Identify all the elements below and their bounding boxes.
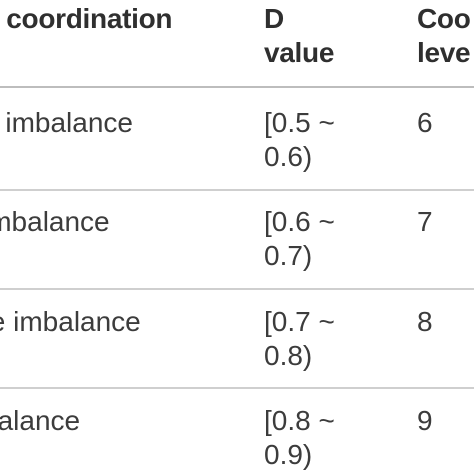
row-1-range-line1: [0.5 ~ [264, 107, 335, 138]
row-4-range-line1: [0.8 ~ [264, 405, 335, 436]
row-4-type: balance [0, 405, 81, 436]
row-1-level: 6 [417, 107, 433, 138]
header-level-line1: Coo [417, 3, 471, 34]
row-2-range-line1: [0.6 ~ [264, 206, 335, 237]
header-d-value-line2: value [264, 37, 335, 68]
row-divider [0, 288, 474, 290]
row-divider [0, 189, 474, 191]
row-3-range-line1: [0.7 ~ [264, 306, 335, 337]
row-4-range-line2: 0.9) [264, 439, 313, 470]
row-divider [0, 387, 474, 389]
row-2-range-line2: 0.7) [264, 240, 313, 271]
row-4-level: 9 [417, 405, 433, 436]
header-coordination-type: g coordination [0, 3, 173, 34]
row-3-range-line2: 0.8) [264, 340, 313, 371]
row-2-type: imbalance [0, 206, 110, 237]
row-3-type: te imbalance [0, 306, 141, 337]
row-3-level: 8 [417, 306, 433, 337]
row-1-type: e imbalance [0, 107, 133, 138]
header-level-line2: leve [417, 37, 471, 68]
header-d-value-line1: D [264, 3, 284, 34]
row-1-range-line2: 0.6) [264, 141, 313, 172]
header-divider [0, 86, 474, 88]
row-2-level: 7 [417, 206, 433, 237]
